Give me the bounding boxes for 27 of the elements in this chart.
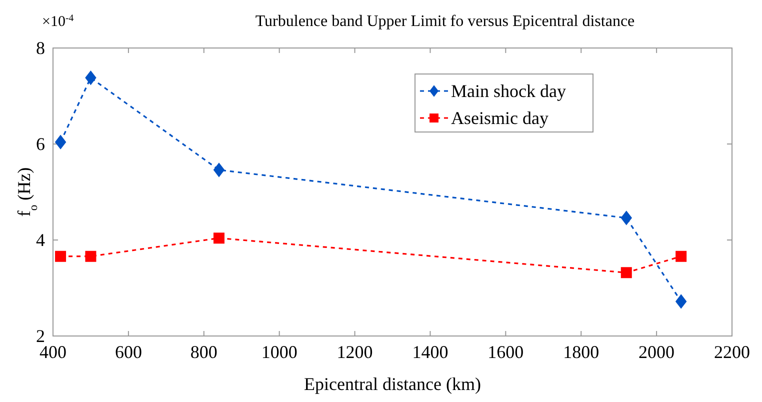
x-axis-title: Epicentral distance (km): [304, 374, 481, 394]
x-tick-label: 600: [114, 342, 142, 362]
x-tick-label: 2000: [638, 342, 675, 362]
y-tick-label: 8: [36, 38, 45, 58]
point: [213, 232, 224, 244]
x-tick-label: 1400: [412, 342, 448, 362]
y-tick-label: 4: [36, 230, 45, 250]
text: ×10$^{-4}$: [42, 12, 74, 30]
point: [55, 135, 66, 150]
point: [676, 294, 687, 308]
point: [55, 250, 66, 262]
point: [213, 162, 224, 177]
legend-label: Aseismic day: [451, 108, 548, 128]
x-tick-label: 2200: [714, 342, 750, 362]
x-tick-label: 800: [190, 342, 218, 362]
point: [85, 70, 96, 85]
point: [85, 250, 96, 262]
x-tick-label: 1600: [488, 342, 524, 362]
chart-title: Turbulence band Upper Limit fo versus Epicentral distance: [255, 13, 635, 30]
point: [620, 210, 632, 225]
point: [676, 250, 687, 262]
point: [620, 267, 632, 278]
y-tick-label: 6: [36, 134, 45, 154]
x-tick-label: 1800: [563, 342, 600, 362]
x-tick-label: 1200: [336, 342, 373, 362]
x-tick-label: 1000: [261, 342, 298, 362]
legend-label: Main shock day: [451, 81, 566, 101]
